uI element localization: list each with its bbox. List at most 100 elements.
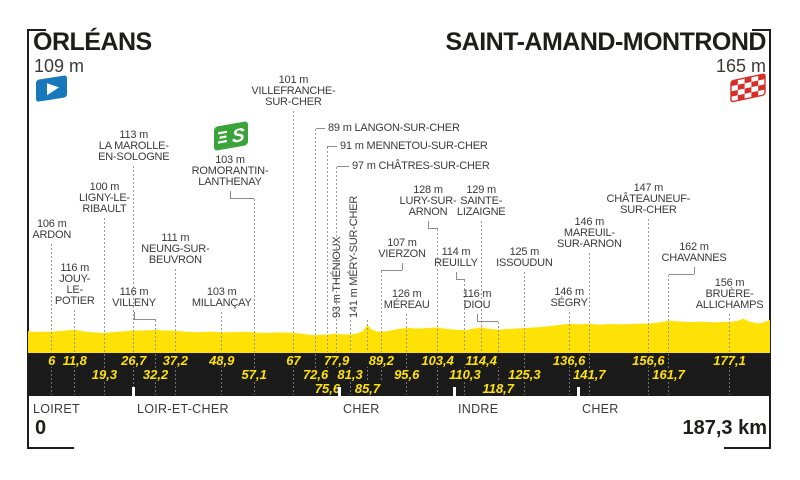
- waypoint-label: 126 m MÉREAU: [384, 289, 430, 311]
- waypoint-label: 128 m LURY-SUR- ARNON: [400, 185, 457, 218]
- label-elbow: [401, 263, 403, 270]
- waypoint-label: 106 m ARDON: [32, 219, 71, 241]
- waypoint-label: 91 m MENNETOU-SUR-CHER: [340, 140, 488, 152]
- waypoint-guide-line: [315, 129, 317, 352]
- waypoint-name: LIZAIGNE: [456, 206, 506, 218]
- km-mark: 125,3: [506, 367, 543, 382]
- waypoint-altitude: 146 m: [554, 286, 584, 298]
- waypoint-name: ARNON: [408, 206, 448, 218]
- waypoint-guide-line: [380, 271, 382, 352]
- frame-top-left-tick: [27, 29, 46, 31]
- waypoint-name: NEUNG-SUR-: [141, 243, 210, 255]
- waypoint-label: 147 m CHÂTEAUNEUF- SUR-CHER: [606, 183, 690, 216]
- waypoint-name: MILLANÇAY: [191, 297, 252, 309]
- waypoint-name: LANTHENAY: [198, 176, 262, 188]
- km-mark: 95,6: [392, 367, 422, 382]
- km-tick-dash: [568, 354, 570, 395]
- km-mark: 32,2: [140, 367, 171, 382]
- waypoint-altitude: 116 m: [60, 262, 90, 274]
- start-altitude: 109 m: [34, 56, 85, 76]
- waypoint-altitude: 116 m: [119, 286, 149, 298]
- km-mark: 156,6: [630, 353, 667, 368]
- department-boundary-notch: [453, 387, 456, 396]
- km-tick-dash: [174, 354, 176, 395]
- waypoint-name: ALLICHAMPS: [695, 299, 764, 311]
- km-tick-dash: [380, 354, 382, 395]
- waypoint-name: ROMORANTIN-: [191, 165, 269, 177]
- waypoint-altitude: 156 m: [714, 277, 745, 289]
- km-mark: 67: [284, 353, 303, 368]
- department-label: LOIRET: [33, 402, 80, 416]
- waypoint-label: 146 m SÉGRY: [550, 286, 588, 309]
- waypoint-name: LIGNY-LE-: [78, 192, 130, 204]
- km-tick-dash: [292, 354, 294, 395]
- waypoint-name: BRUÈRE-: [705, 288, 754, 300]
- waypoint-label: 111 m NEUNG-SUR- BEUVRON: [141, 233, 209, 266]
- waypoint-name: LE-: [66, 284, 83, 296]
- waypoint-label: 116 m VILLENY: [112, 287, 156, 309]
- label-elbow: [428, 228, 438, 229]
- waypoint-altitude: 129 m: [466, 184, 496, 196]
- label-elbow: [477, 321, 499, 322]
- km-tick-dash: [74, 354, 76, 395]
- waypoint-label: 129 m SAINTE- LIZAIGNE: [457, 185, 506, 218]
- km-mark: 6: [46, 353, 58, 368]
- waypoint-name: VILLEFRANCHE-: [251, 85, 336, 97]
- waypoint-guide-line: [523, 272, 525, 352]
- waypoint-name: SAINTE-: [460, 195, 503, 207]
- km-tick-dash: [367, 354, 368, 395]
- waypoint-guide-line: [729, 314, 731, 352]
- waypoint-altitude: 147 m: [633, 182, 664, 194]
- waypoint-label: 113 m LA MAROLLE- EN-SOLOGNE: [98, 130, 170, 163]
- label-elbow: [133, 312, 135, 319]
- waypoint-guide-line: [406, 314, 408, 352]
- waypoint-altitude: 125 m: [509, 246, 540, 258]
- waypoint-guide-line: [367, 320, 368, 352]
- department-boundary-notch: [577, 387, 580, 396]
- waypoint-name: BEUVRON: [148, 254, 202, 266]
- km-mark: 81,3: [335, 367, 365, 382]
- waypoint-name: LURY-SUR-: [399, 195, 457, 207]
- waypoint-name: REUILLY: [434, 257, 478, 269]
- km-mark: 114,4: [463, 353, 499, 368]
- finish-city-name: SAINT-AMAND-MONTROND: [445, 28, 766, 56]
- waypoint-name: VIERZON: [378, 248, 426, 260]
- km-mark: 19,3: [89, 367, 120, 382]
- km-tick-dash: [221, 354, 223, 395]
- km-tick-dash: [437, 354, 439, 395]
- waypoint-label: 103 m ROMORANTIN- LANTHENAY: [192, 155, 269, 188]
- waypoint-guide-line: [326, 147, 328, 352]
- waypoint-name: VILLENY: [112, 297, 156, 309]
- km-tick-dash: [51, 354, 53, 395]
- waypoint-altitude: 100 m: [89, 181, 120, 193]
- waypoint-altitude: 126 m: [391, 288, 422, 300]
- distance-bar: 6 11,8 19,3 26,7 32,2 37,2 48,9 57,1 67 72,6 75,6 7…: [28, 353, 770, 396]
- waypoint-name: ARDON: [32, 229, 72, 241]
- label-elbow: [327, 146, 337, 147]
- waypoint-name: DIOU: [463, 299, 491, 311]
- waypoint-altitude: 107 m: [387, 237, 417, 249]
- waypoint-label: 125 m ISSOUDUN: [496, 246, 553, 269]
- km-mark: 118,7: [480, 381, 517, 396]
- waypoint-guide-line: [668, 275, 670, 352]
- svg-text:S: S: [232, 125, 245, 148]
- km-mark: 57,1: [239, 367, 269, 382]
- department-boundary-notch: [338, 387, 341, 396]
- waypoint-label-vertical: 93 m THÉNIOUX: [330, 236, 343, 318]
- department-label: INDRE: [458, 402, 499, 416]
- waypoint-guide-line: [480, 221, 482, 352]
- label-elbow: [455, 272, 457, 279]
- waypoint-name: CHAVANNES: [661, 252, 727, 264]
- km-mark: 72,6: [300, 367, 331, 382]
- km-mark: 141,7: [571, 367, 608, 382]
- waypoint-name: ISSOUDUN: [496, 257, 553, 269]
- km-mark: 26,7: [119, 353, 149, 368]
- waypoint-name: RIBAULT: [82, 203, 127, 215]
- label-elbow: [229, 191, 231, 198]
- km-mark: 48,9: [207, 353, 237, 368]
- waypoint-guide-line: [103, 218, 105, 352]
- waypoint-name: SUR-CHER: [620, 204, 677, 216]
- frame-bottom-left-tick: [27, 447, 74, 449]
- waypoint-label: 107 m VIERZON: [378, 238, 426, 260]
- start-km-value: 0: [35, 417, 47, 439]
